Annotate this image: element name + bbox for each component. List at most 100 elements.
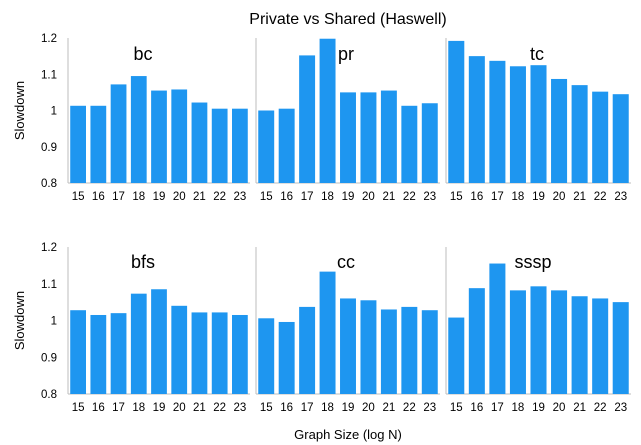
x-tick-label: 16 [92,402,105,414]
x-axis-label: Graph Size (log N) [294,427,402,442]
x-tick-label: 17 [112,191,125,203]
x-tick-label: 19 [532,191,545,203]
panel-tc: 15 16 17 18 19 20 21 22 23 tc [445,38,631,203]
x-tick-label: 23 [233,191,246,203]
panel-name-label: cc [337,252,355,272]
x-tick-label: 16 [280,191,293,203]
bar [612,302,629,394]
x-tick-label: 18 [512,191,525,203]
x-tick-label: 20 [553,402,566,414]
x-tick-label: 16 [92,191,105,203]
x-tick-label: 20 [173,402,186,414]
y-axis-label: Slowdown [12,81,27,140]
x-tick-label: 18 [321,191,334,203]
bar [211,108,228,183]
bar [380,309,397,394]
bar [571,85,588,183]
y-tick-label: 0.8 [41,389,57,401]
x-tick-label: 20 [173,191,186,203]
x-tick-label: 21 [573,402,586,414]
bar [489,263,506,394]
x-tick-label: 18 [132,191,145,203]
x-tick-label: 15 [260,402,273,414]
bar [278,321,295,394]
bar [258,110,275,183]
x-tick-label: 18 [321,402,334,414]
y-tick-label: 1.1 [41,279,57,291]
x-tick-label: 19 [153,402,166,414]
bar [360,300,377,394]
bar [530,286,547,394]
bar [489,60,506,183]
bar [70,310,86,394]
x-tick-label: 21 [382,191,395,203]
bar [151,90,167,183]
x-tick-label: 22 [403,402,416,414]
x-tick-label: 19 [342,402,355,414]
x-tick-label: 16 [470,191,483,203]
bar [571,296,588,394]
bar [380,90,397,183]
x-tick-label: 15 [450,191,463,203]
bar [171,305,188,394]
x-tick-label: 22 [594,402,607,414]
y-tick-label: 0.9 [41,142,57,154]
bar [468,56,485,183]
x-tick-label: 17 [301,402,314,414]
bar [130,293,147,394]
x-tick-label: 18 [132,402,145,414]
bar [232,108,248,183]
x-tick-label: 15 [72,402,85,414]
bar [110,313,127,394]
bar [340,298,356,394]
bar [151,289,167,394]
bar [592,298,609,394]
bar [278,108,295,183]
x-tick-label: 23 [423,402,436,414]
x-tick-label: 23 [614,191,627,203]
bar [70,105,86,183]
bar [90,105,107,183]
bar [509,66,526,183]
x-tick-label: 16 [280,402,293,414]
x-tick-label: 21 [193,402,206,414]
x-tick-label: 17 [491,191,504,203]
bar [509,290,526,394]
x-tick-label: 21 [573,191,586,203]
panel-name-label: bfs [131,252,155,272]
x-tick-label: 15 [450,402,463,414]
x-tick-label: 19 [342,191,355,203]
y-tick-label: 0.9 [41,352,57,364]
bar [551,290,568,394]
bar [319,271,336,394]
y-tick-label: 1 [51,106,57,118]
x-tick-label: 22 [594,191,607,203]
bar [551,78,568,183]
x-tick-label: 16 [470,402,483,414]
x-tick-label: 15 [72,191,85,203]
panel-name-label: tc [530,44,544,64]
bar [191,102,208,183]
bar [191,312,208,394]
bar [319,38,336,183]
panel-name-label: sssp [514,252,551,272]
x-tick-label: 17 [112,402,125,414]
bar [612,94,629,183]
bar [299,306,316,394]
bar [592,91,609,183]
bar [448,317,465,394]
bar [530,65,547,183]
x-tick-label: 15 [260,191,273,203]
bar [299,55,316,183]
x-tick-label: 20 [362,402,375,414]
y-tick-label: 0.8 [41,178,57,190]
panel-bfs: 0.8 0.9 1 1.1 1.2 Slowdown 15 16 17 18 19 20 21 22 23 b… [12,242,250,414]
x-tick-label: 18 [512,402,525,414]
bar [401,105,418,183]
bar [258,318,275,394]
bar [90,314,107,394]
x-tick-label: 17 [301,191,314,203]
x-tick-label: 22 [403,191,416,203]
x-tick-label: 22 [213,191,226,203]
